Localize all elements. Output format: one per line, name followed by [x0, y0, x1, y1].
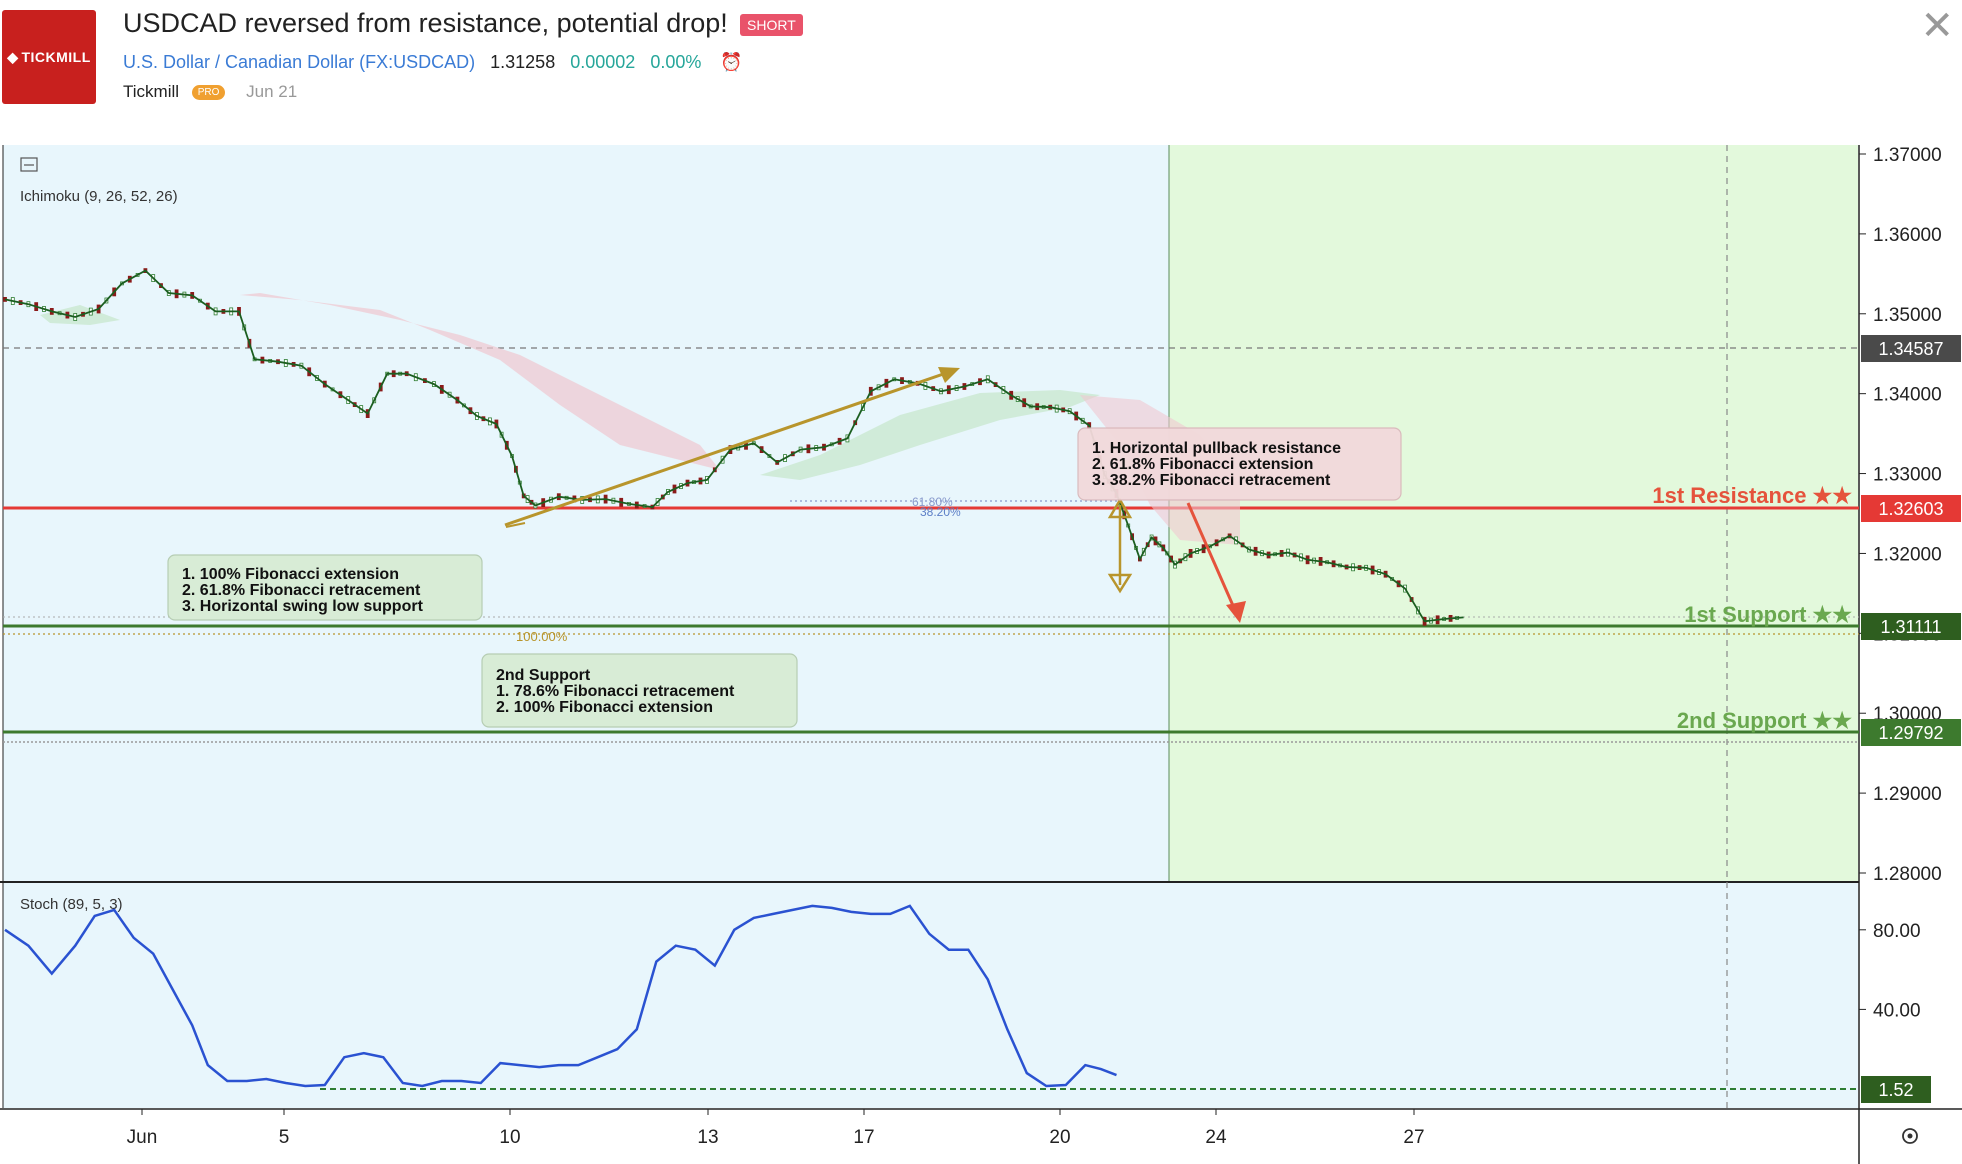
- support1-reason-1: 1. 100% Fibonacci extension: [182, 566, 399, 583]
- stoch-tick-label: 80.00: [1873, 921, 1921, 942]
- stoch-value-tag: 1.52: [1861, 1076, 1931, 1103]
- time-tick-label: 10: [499, 1127, 520, 1148]
- alarm-clock-icon[interactable]: ⏰: [720, 52, 743, 72]
- collapse-toggle-icon[interactable]: [20, 157, 38, 172]
- fib-382-label: 38.20%: [920, 505, 961, 519]
- trend-up-arrow: [504, 368, 956, 527]
- stoch-pane-bg: [3, 883, 1858, 1108]
- ichimoku-cloud-green: [760, 390, 1100, 480]
- support2-price-tag-text: 1.29792: [1878, 723, 1943, 743]
- symbol-name-link[interactable]: U.S. Dollar / Canadian Dollar: [123, 52, 355, 72]
- price-change: 0.00002: [570, 52, 636, 72]
- ichimoku-label: Ichimoku (9, 26, 52, 26): [20, 188, 178, 205]
- time-axis-bg: [0, 1108, 1962, 1164]
- fib-arrowhead-down: [1107, 573, 1133, 594]
- price-tick-label: 1.32000: [1873, 544, 1942, 565]
- time-tick-label: 20: [1049, 1127, 1070, 1148]
- support1-label: 1st Support ★★: [1684, 602, 1852, 627]
- author-row: Tickmill PRO Jun 21: [123, 82, 297, 102]
- bearish-arrowhead: [1226, 601, 1246, 623]
- price-tick-label: 1.34000: [1873, 385, 1942, 406]
- time-tick-label: 17: [853, 1127, 874, 1148]
- price-tick-label: 1.29000: [1873, 784, 1942, 805]
- support2-reason-1: 1. 78.6% Fibonacci retracement: [496, 683, 735, 700]
- tickmill-logo-icon: ◆: [7, 48, 19, 65]
- close-icon[interactable]: ✕: [1920, 4, 1954, 48]
- price-tick-label: 1.35000: [1873, 305, 1942, 326]
- support2-price-tag: 1.29792: [1861, 719, 1961, 746]
- pro-badge: PRO: [191, 85, 226, 101]
- author-name[interactable]: Tickmill: [123, 82, 180, 101]
- stoch-line: [4, 904, 1117, 1088]
- settings-gear-icon[interactable]: [1902, 1128, 1918, 1144]
- support2-reason-2: 2. 100% Fibonacci extension: [496, 699, 713, 716]
- support2-reason-title: 2nd Support: [496, 667, 591, 684]
- ichimoku-cloud-red: [240, 293, 720, 470]
- publish-date: Jun 21: [246, 82, 298, 101]
- support2-label: 2nd Support ★★: [1677, 708, 1852, 733]
- resistance-reason-2: 2. 61.8% Fibonacci extension: [1092, 456, 1313, 473]
- support1-reason-2: 2. 61.8% Fibonacci retracement: [182, 582, 421, 599]
- support1-price-tag: 1.31111: [1861, 613, 1961, 640]
- resistance-price-tag: 1.32603: [1861, 495, 1961, 522]
- support1-reason-3: 3. Horizontal swing low support: [182, 598, 424, 615]
- idea-header: ◆ TICKMILL USDCAD reversed from resistan…: [0, 0, 1962, 145]
- bearish-arrow: [1186, 502, 1240, 618]
- fib-100-label: 100.00%: [516, 629, 568, 644]
- fib-arrowhead-up: [1107, 497, 1133, 519]
- stoch-value-tag-text: 1.52: [1878, 1080, 1913, 1100]
- support1-price-tag-text: 1.31111: [1880, 617, 1941, 637]
- resistance-label: 1st Resistance ★★: [1652, 483, 1852, 508]
- price-line: [4, 269, 1464, 623]
- short-badge: SHORT: [740, 14, 803, 36]
- time-axis-ticks: Jun 5 10 13 17 20 24 27: [127, 1109, 1425, 1148]
- main-pane-bg-left: [3, 145, 1169, 881]
- price-tick-label: 1.33000: [1873, 465, 1942, 486]
- stoch-axis-ticks: 80.00 40.00: [1859, 921, 1921, 1021]
- last-price-tag: 1.34587: [1861, 335, 1961, 362]
- main-pane-bg-right: [1169, 145, 1858, 881]
- trend-down-short: [505, 522, 526, 528]
- resistance-reason-1: 1. Horizontal pullback resistance: [1092, 440, 1341, 457]
- support2-annotation-box[interactable]: 2nd Support 1. 78.6% Fibonacci retraceme…: [481, 653, 798, 728]
- time-tick-label: 5: [279, 1127, 290, 1148]
- time-tick-label: Jun: [127, 1127, 158, 1148]
- stoch-label: Stoch (89, 5, 3): [20, 896, 123, 913]
- price-tick-label: 1.28000: [1873, 864, 1942, 885]
- price-tick-label: 1.37000: [1873, 145, 1942, 166]
- stoch-tick-label: 40.00: [1873, 1000, 1921, 1021]
- last-price-tag-text: 1.34587: [1878, 339, 1943, 359]
- symbol-code-link[interactable]: (FX:USDCAD): [359, 52, 476, 72]
- resistance-price-tag-text: 1.32603: [1878, 499, 1943, 519]
- resistance-annotation-box[interactable]: 1. Horizontal pullback resistance 2. 61.…: [1077, 427, 1402, 501]
- time-tick-label: 24: [1205, 1127, 1227, 1148]
- time-tick-label: 13: [697, 1127, 718, 1148]
- idea-title: USDCAD reversed from resistance, potenti…: [123, 8, 728, 38]
- trend-up-arrowhead: [938, 367, 960, 383]
- support1-annotation-box[interactable]: 1. 100% Fibonacci extension 2. 61.8% Fib…: [167, 554, 483, 621]
- time-tick-label: 27: [1403, 1127, 1424, 1148]
- price-tick-label: 1.36000: [1873, 225, 1942, 246]
- tickmill-logo[interactable]: ◆ TICKMILL: [2, 10, 96, 104]
- last-price: 1.31258: [490, 52, 556, 72]
- price-change-percent: 0.00%: [650, 52, 702, 72]
- fib-618-label: 61.80%: [912, 495, 953, 509]
- price-chart[interactable]: Ichimoku (9, 26, 52, 26) Stoch (89, 5, 3…: [0, 145, 1962, 1164]
- symbol-row: U.S. Dollar / Canadian Dollar (FX:USDCAD…: [123, 52, 743, 73]
- resistance-reason-3: 3. 38.2% Fibonacci retracement: [1092, 472, 1331, 489]
